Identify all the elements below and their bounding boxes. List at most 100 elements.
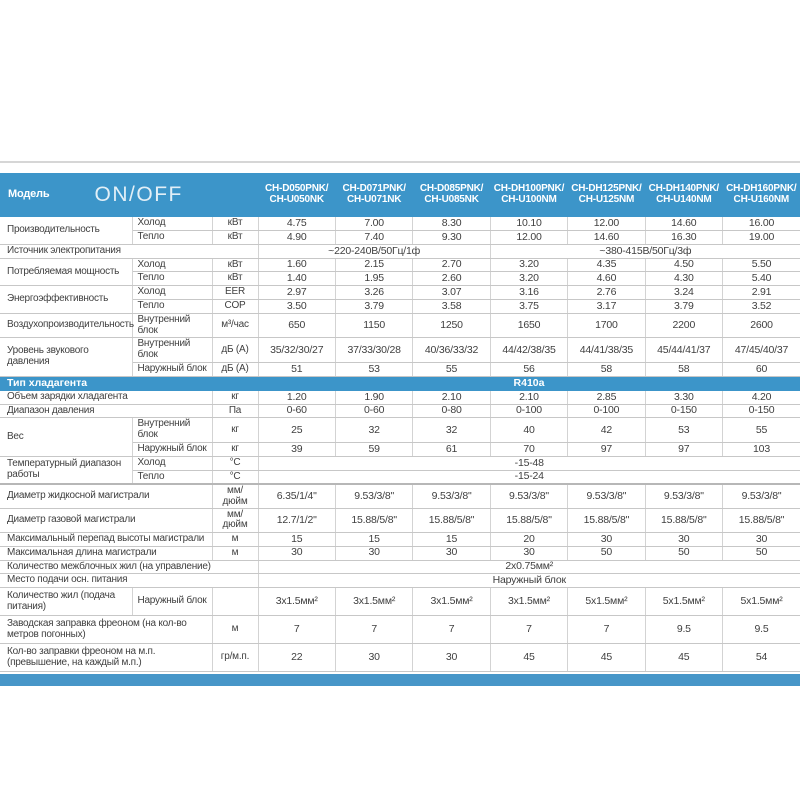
cell: 3.07 bbox=[412, 285, 491, 301]
header-corner-cell: Модель ON/OFF bbox=[0, 173, 258, 218]
table-row: Уровень звукового давления Внутренний бло… bbox=[0, 337, 800, 377]
row-sublabel: Наружный блок bbox=[132, 442, 213, 457]
table-row: Энергоэффективность Холод EER 2.97 3.26 3.07 3… bbox=[0, 285, 800, 314]
cell: 47/45/40/37 bbox=[722, 337, 800, 364]
cell: 2.10 bbox=[412, 390, 491, 405]
row-label: Воздухопроизводительность bbox=[0, 313, 134, 339]
table-row: Тепло кВт 4.90 7.40 9.30 12.00 14.60 16.30 19.00 bbox=[0, 230, 800, 245]
cell: 30 bbox=[335, 643, 414, 673]
cell: 32 bbox=[412, 417, 491, 444]
cell: 59 bbox=[335, 442, 414, 457]
cell: 1250 bbox=[412, 313, 491, 339]
table-body: Производительность Холод кВт 4.75 7.00 8.30 10… bbox=[0, 217, 800, 673]
row-sublabel: Внутренний блок bbox=[132, 313, 213, 339]
cell: 30 bbox=[722, 532, 800, 547]
cell: 22 bbox=[258, 643, 336, 673]
cell: 45 bbox=[490, 643, 569, 673]
cell: 9.30 bbox=[412, 230, 491, 245]
cell: 45 bbox=[645, 643, 724, 673]
row-sublabel: Наружный блок bbox=[132, 587, 213, 617]
cell: 2.60 bbox=[412, 271, 491, 287]
cell: 50 bbox=[567, 546, 646, 561]
row-label: Диапазон давления bbox=[0, 404, 213, 419]
cell: 39 bbox=[258, 442, 336, 457]
cell: 56 bbox=[490, 362, 569, 377]
row-unit: COP bbox=[212, 299, 259, 314]
row-unit: кВт bbox=[212, 217, 259, 232]
cell: 5.50 bbox=[722, 258, 800, 273]
row-label: Диаметр жидкосной магистрали bbox=[0, 483, 213, 509]
row-label: Энергоэффективность bbox=[0, 285, 133, 314]
cell: 35/32/30/27 bbox=[258, 337, 336, 364]
cell: -15-48 bbox=[258, 456, 800, 471]
cell: 0-100 bbox=[490, 404, 569, 419]
cell: 51 bbox=[258, 362, 336, 377]
cell: 3.79 bbox=[645, 299, 724, 314]
row-unit: гр/м.п. bbox=[212, 643, 259, 673]
row-sublabel: Внутренний блок bbox=[132, 337, 213, 364]
cell: 97 bbox=[645, 442, 724, 457]
table-row: Производительность Холод кВт 4.75 7.00 8.30 10… bbox=[0, 217, 800, 245]
cell: 7 bbox=[258, 615, 336, 645]
row-label: Потребляемая мощность bbox=[0, 258, 133, 287]
row-label: Количество межблочных жил (на управление… bbox=[0, 560, 259, 575]
cell: 5х1.5мм² bbox=[567, 587, 646, 617]
cell: 2600 bbox=[722, 313, 800, 339]
cell: 3.50 bbox=[258, 299, 336, 314]
cell: 3.75 bbox=[490, 299, 569, 314]
cell: 7 bbox=[490, 615, 569, 645]
cell: 30 bbox=[412, 546, 491, 561]
cell: 3.30 bbox=[645, 390, 724, 405]
series-label: ON/OFF bbox=[94, 182, 183, 206]
cell: 9.53/3/8" bbox=[412, 483, 491, 509]
cell: 53 bbox=[645, 417, 724, 444]
cell: 12.00 bbox=[490, 230, 569, 245]
band-value: R410a bbox=[258, 376, 800, 391]
table-row: Наружный блок кг 39 59 61 70 97 97 103 bbox=[0, 442, 800, 457]
cell: 32 bbox=[335, 417, 414, 444]
cell: 2200 bbox=[645, 313, 724, 339]
table-row: Вес Внутренний блок кг 25 32 32 40 42 53 55 bbox=[0, 417, 800, 457]
row-unit: кВт bbox=[212, 258, 259, 273]
cell: 9.5 bbox=[722, 615, 800, 645]
cell: 9.53/3/8" bbox=[567, 483, 646, 509]
row-unit: м bbox=[212, 532, 259, 547]
cell: 2.10 bbox=[490, 390, 569, 405]
table-row: Температурный диапазон работы Холод °C -15-… bbox=[0, 456, 800, 485]
cell: 30 bbox=[567, 532, 646, 547]
cell: 44/41/38/35 bbox=[567, 337, 646, 364]
row-label: Диаметр газовой магистрали bbox=[0, 508, 213, 533]
cell: 3.16 bbox=[490, 285, 569, 301]
cell: 40/36/33/32 bbox=[412, 337, 491, 364]
row-label: Количество жил (подача питания) bbox=[0, 587, 133, 617]
cell: 30 bbox=[335, 546, 414, 561]
bottom-bar bbox=[0, 674, 800, 687]
cell: 10.10 bbox=[490, 217, 569, 232]
table-row: Диаметр газовой магистрали мм/ дюйм 12.7/1… bbox=[0, 508, 800, 533]
row-label: Заводская заправка фреоном (на кол-во ме… bbox=[0, 615, 213, 645]
band-label: Тип хладагента bbox=[0, 376, 258, 391]
cell: 2х0.75мм² bbox=[258, 560, 800, 575]
cell: 3х1.5мм² bbox=[335, 587, 414, 617]
table-row: Тепло COP 3.50 3.79 3.58 3.75 3.17 3.79 3.52 bbox=[0, 299, 800, 314]
row-sublabel: Тепло bbox=[132, 299, 213, 314]
table-row: Диаметр жидкосной магистрали мм/ дюйм 6.35… bbox=[0, 483, 800, 509]
model-header: CH-DH160PNK/ CH-U160NM bbox=[722, 173, 800, 218]
cell: 3х1.5мм² bbox=[258, 587, 336, 617]
cell: 9.5 bbox=[645, 615, 724, 645]
cell: 15.88/5/8" bbox=[490, 508, 569, 533]
table-row: Максимальный перепад высоты магистрали м 1… bbox=[0, 532, 800, 547]
cell: 15 bbox=[412, 532, 491, 547]
cell: 2.70 bbox=[412, 258, 491, 273]
cell: 5.40 bbox=[722, 271, 800, 287]
cell: 7.40 bbox=[335, 230, 414, 245]
cell: 45/44/41/37 bbox=[645, 337, 724, 364]
cell: 9.53/3/8" bbox=[490, 483, 569, 509]
cell: 5х1.5мм² bbox=[645, 587, 724, 617]
cell: 58 bbox=[567, 362, 646, 377]
table-row: Диапазон давления Па 0-60 0-60 0-80 0-100 0-10… bbox=[0, 404, 800, 419]
row-unit: м bbox=[212, 546, 259, 561]
cell: 6.35/1/4" bbox=[258, 483, 336, 509]
cell: 103 bbox=[722, 442, 800, 457]
row-label: Максимальная длина магистрали bbox=[0, 546, 213, 561]
